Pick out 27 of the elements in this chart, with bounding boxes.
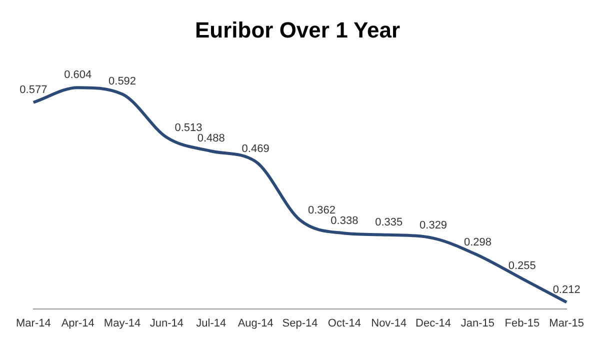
x-tick-label: Dec-14 (416, 317, 452, 330)
data-label: 0.469 (242, 143, 270, 156)
data-label: 0.329 (420, 220, 448, 232)
x-tick-label: Mar-15 (549, 317, 584, 330)
x-tick-label: Apr-14 (61, 317, 94, 330)
data-label: 0.604 (64, 69, 92, 82)
data-label: 0.212 (552, 284, 580, 296)
x-tick-label: Mar-14 (16, 317, 51, 330)
data-label: 0.298 (464, 236, 492, 249)
x-tick-label: Oct-14 (328, 317, 361, 330)
data-label: 0.335 (375, 216, 403, 228)
data-label: 0.338 (330, 214, 358, 227)
x-tick-label: Aug-14 (238, 317, 274, 330)
x-tick-label: Jun-14 (150, 317, 184, 330)
x-tick-label: Jul-14 (196, 317, 226, 330)
data-label: 0.513 (174, 122, 202, 134)
x-tick-label: Jan-15 (460, 317, 495, 330)
x-tick-label: May-14 (104, 317, 141, 330)
data-label: 0.592 (108, 76, 136, 88)
data-label: 0.255 (508, 260, 536, 272)
data-label: 0.577 (20, 84, 48, 96)
data-label: 0.488 (197, 132, 225, 145)
x-tick-label: Nov-14 (371, 317, 407, 330)
data-label: 0.362 (308, 204, 336, 217)
x-tick-label: Sep-14 (282, 317, 318, 330)
x-tick-label: Feb-15 (504, 317, 540, 330)
chart-title: Euribor Over 1 Year (194, 17, 400, 42)
